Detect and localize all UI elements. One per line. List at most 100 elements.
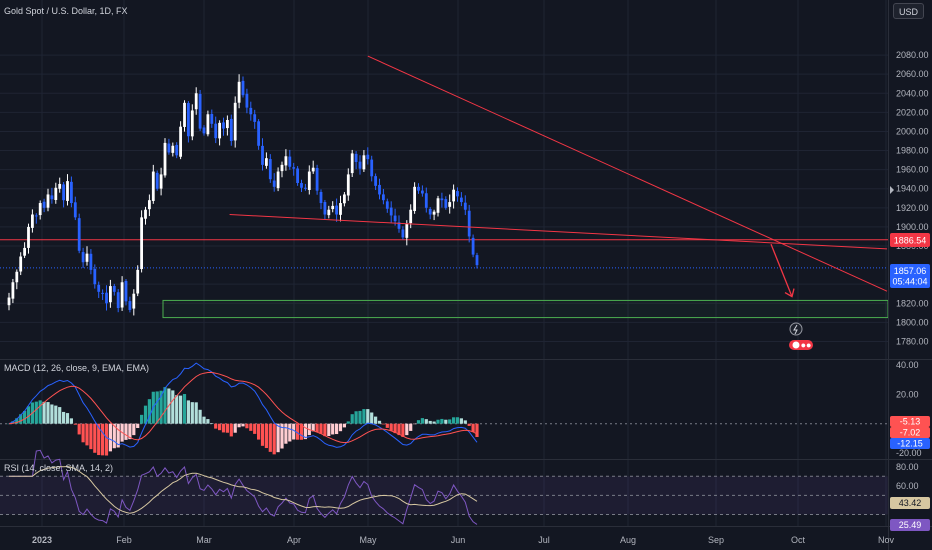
macd-pane[interactable]	[0, 362, 888, 456]
macd-histogram-bar	[338, 423, 343, 432]
macd-histogram-bar	[155, 391, 159, 424]
candle	[366, 147, 370, 165]
macd-histogram-bar	[85, 423, 89, 446]
macd-histogram-bar	[101, 423, 105, 456]
macd-histogram-bar	[249, 423, 253, 431]
macd-title: MACD (12, 26, close, 9, EMA, EMA)	[4, 363, 149, 373]
lightning-event-icon[interactable]	[789, 322, 803, 336]
candle	[397, 215, 401, 233]
macd-histogram-bar	[455, 417, 460, 424]
macd-histogram-bar	[432, 421, 436, 424]
candle	[77, 213, 81, 254]
macd-histogram-bar	[140, 414, 144, 424]
macd-histogram-bar	[389, 423, 393, 431]
current-price-label: 1857.06	[894, 266, 927, 276]
price-tick-label: 1980.00	[896, 146, 929, 156]
macd-histogram-bar	[420, 418, 424, 424]
macd-histogram-bar	[374, 416, 378, 424]
rsi-pane[interactable]	[0, 449, 888, 525]
time-tick-label: Jun	[451, 535, 466, 545]
candle	[331, 201, 335, 213]
macd-histogram-bar	[241, 423, 245, 427]
candle	[183, 100, 186, 132]
macd-histogram-bar	[198, 409, 202, 424]
macd-histogram-bar	[54, 405, 58, 424]
macd-histogram-bar	[171, 390, 175, 424]
candle	[101, 289, 104, 301]
candle	[38, 200, 42, 220]
macd-histogram-bar	[335, 423, 339, 435]
candlestick-series[interactable]	[7, 74, 479, 316]
candle	[436, 195, 440, 217]
candle	[179, 121, 182, 160]
candle	[385, 198, 389, 213]
candle	[50, 187, 54, 204]
macd-histogram-bar	[354, 411, 358, 424]
macd-histogram-bar	[229, 423, 233, 437]
support-rectangle[interactable]	[162, 299, 889, 319]
lower-trendline[interactable]	[229, 214, 888, 250]
rsi-value: 25.49	[899, 520, 922, 530]
candle	[456, 187, 459, 202]
candle	[467, 204, 471, 243]
arrow-head	[784, 288, 795, 298]
currency-button[interactable]: USD	[893, 3, 924, 19]
candle	[202, 125, 206, 136]
rsi-line	[9, 449, 478, 525]
macd-histogram-bar	[436, 419, 440, 424]
price-tick-label: 1940.00	[896, 184, 929, 194]
candle	[401, 226, 405, 240]
macd-hist-value: -5.13	[900, 417, 921, 427]
candle	[46, 188, 50, 212]
support-zone	[162, 299, 889, 319]
macd-histogram-bar	[73, 423, 77, 425]
macd-histogram-bar	[15, 418, 19, 424]
candle	[70, 176, 73, 208]
macd-histogram-bar	[225, 423, 229, 433]
time-tick-label: Oct	[791, 535, 806, 545]
macd-histogram-bar	[257, 423, 261, 440]
candle	[128, 296, 132, 313]
macd-histogram-bar	[327, 423, 331, 437]
candle	[288, 149, 292, 170]
candle	[155, 170, 159, 191]
candle	[226, 115, 229, 136]
macd-histogram-bar	[409, 423, 413, 431]
time-axis[interactable]: 2023 Feb Mar Apr May Jun Jul Aug Sep Oct Nov	[32, 535, 895, 545]
candle	[432, 209, 436, 221]
price-tick-label: 2080.00	[896, 50, 929, 60]
candle	[424, 187, 428, 213]
candle	[42, 198, 46, 213]
candle	[428, 207, 432, 220]
price-tick-label: 1960.00	[896, 165, 929, 175]
macd-histogram-bar	[186, 400, 190, 424]
macd-histogram-bar	[62, 411, 66, 424]
macd-histogram-bar	[459, 418, 463, 424]
macd-histogram-bar	[299, 423, 304, 440]
macd-histogram-bar	[221, 423, 226, 433]
scale-collapse-icon[interactable]	[890, 186, 894, 194]
macd-histogram-bar	[319, 423, 323, 434]
candle	[140, 210, 143, 273]
candle	[136, 265, 140, 297]
candle	[27, 223, 30, 254]
macd-histogram-bar	[38, 400, 42, 424]
macd-histogram-bar	[475, 423, 479, 437]
candle	[257, 119, 260, 150]
macd-tick-label: 20.00	[896, 389, 919, 399]
macd-histogram-bar	[19, 414, 23, 424]
candle	[167, 138, 171, 155]
candle	[34, 213, 38, 224]
candle	[198, 89, 202, 131]
candle	[66, 174, 69, 206]
time-tick-label: Sep	[708, 535, 724, 545]
descending-trendline[interactable]	[367, 55, 888, 292]
current-price-tag: 1857.06 05:44:04	[890, 264, 930, 288]
macd-histogram-bar	[272, 423, 276, 455]
news-flag-icon[interactable]: ●●	[789, 340, 813, 350]
macd-tick-label: -20.00	[896, 448, 922, 458]
candle	[280, 161, 284, 178]
countdown-label: 05:44:04	[892, 277, 927, 287]
